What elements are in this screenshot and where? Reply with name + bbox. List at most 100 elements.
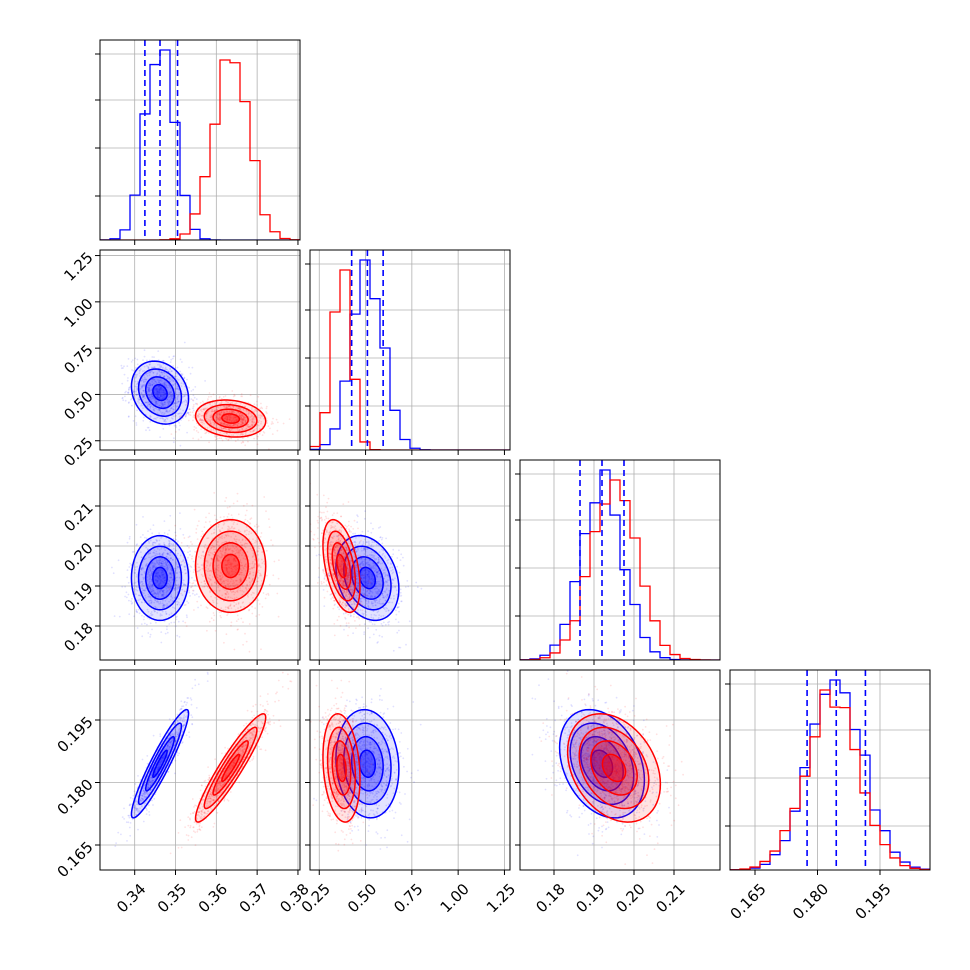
scatter-point bbox=[156, 390, 159, 393]
scatter-point bbox=[179, 604, 181, 606]
scatter-point bbox=[171, 558, 174, 561]
scatter-point bbox=[244, 416, 246, 419]
scatter-point bbox=[153, 409, 155, 412]
scatter-point bbox=[209, 574, 211, 577]
scatter-point bbox=[223, 423, 226, 425]
scatter-point bbox=[223, 423, 226, 425]
scatter-point bbox=[151, 567, 154, 570]
scatter-point bbox=[325, 517, 328, 520]
scatter-point bbox=[150, 602, 153, 604]
scatter-point bbox=[214, 571, 217, 574]
scatter-point bbox=[226, 406, 228, 409]
scatter-point bbox=[151, 584, 154, 586]
scatter-point bbox=[238, 581, 241, 584]
scatter-point bbox=[204, 407, 206, 410]
scatter-point bbox=[229, 603, 232, 606]
scatter-point bbox=[144, 401, 147, 404]
scatter-point bbox=[208, 520, 211, 523]
scatter-point bbox=[152, 566, 154, 569]
scatter-point bbox=[135, 375, 138, 378]
scatter-point bbox=[160, 405, 163, 408]
scatter-point bbox=[251, 414, 254, 417]
scatter-point bbox=[226, 564, 229, 567]
scatter-point bbox=[227, 574, 230, 576]
scatter-point bbox=[174, 402, 177, 405]
scatter-point bbox=[196, 402, 198, 405]
scatter-point bbox=[225, 592, 227, 595]
scatter-point bbox=[147, 572, 149, 575]
scatter-point bbox=[211, 576, 214, 578]
scatter-point bbox=[143, 416, 145, 419]
scatter-point bbox=[247, 426, 250, 428]
scatter-point bbox=[147, 610, 150, 613]
scatter-point bbox=[227, 559, 230, 562]
scatter-point bbox=[144, 594, 147, 597]
scatter-point bbox=[266, 422, 269, 424]
scatter-point bbox=[364, 510, 366, 512]
scatter-point bbox=[136, 358, 139, 361]
scatter-point bbox=[160, 589, 163, 591]
scatter-point bbox=[140, 580, 143, 583]
scatter-point bbox=[218, 415, 221, 418]
scatter-point bbox=[395, 609, 397, 612]
scatter-point bbox=[226, 546, 229, 549]
scatter-point bbox=[221, 439, 224, 442]
scatter-point bbox=[230, 437, 233, 440]
scatter-point bbox=[133, 585, 136, 587]
scatter-point bbox=[136, 363, 139, 366]
scatter-point bbox=[157, 391, 160, 394]
scatter-point bbox=[162, 606, 165, 608]
scatter-point bbox=[181, 373, 184, 376]
scatter-point bbox=[134, 380, 137, 383]
scatter-point bbox=[161, 398, 163, 400]
scatter-point bbox=[157, 396, 160, 399]
scatter-point bbox=[169, 599, 172, 601]
scatter-point bbox=[239, 418, 242, 421]
scatter-point bbox=[158, 584, 160, 587]
scatter-point bbox=[231, 597, 234, 600]
scatter-point bbox=[224, 417, 226, 420]
scatter-point bbox=[153, 564, 156, 566]
scatter-point bbox=[251, 425, 253, 427]
scatter-point bbox=[152, 408, 155, 411]
scatter-point bbox=[155, 621, 157, 624]
scatter-point bbox=[245, 427, 248, 430]
scatter-point bbox=[247, 415, 250, 418]
scatter-point bbox=[149, 588, 152, 591]
scatter-point bbox=[228, 566, 231, 569]
scatter-point bbox=[218, 427, 221, 430]
scatter-point bbox=[241, 437, 244, 440]
scatter-point bbox=[320, 581, 323, 583]
scatter-point bbox=[150, 611, 153, 613]
scatter-point bbox=[148, 552, 151, 555]
scatter-point bbox=[161, 610, 164, 613]
scatter-point bbox=[244, 444, 247, 447]
scatter-point bbox=[148, 429, 151, 432]
scatter-point bbox=[136, 574, 138, 576]
scatter-point bbox=[392, 548, 395, 551]
scatter-point bbox=[193, 569, 196, 571]
scatter-point bbox=[264, 597, 267, 600]
scatter-point bbox=[240, 414, 243, 417]
scatter-point bbox=[244, 632, 246, 635]
scatter-point bbox=[169, 398, 172, 400]
scatter-point bbox=[151, 613, 154, 616]
scatter-point bbox=[158, 381, 160, 384]
scatter-point bbox=[242, 621, 244, 624]
scatter-point bbox=[255, 427, 258, 430]
scatter-point bbox=[211, 558, 214, 560]
scatter-point bbox=[167, 553, 170, 555]
scatter-point bbox=[262, 430, 265, 433]
scatter-point bbox=[152, 397, 155, 400]
scatter-point bbox=[153, 541, 156, 544]
scatter-point bbox=[241, 584, 244, 587]
scatter-point bbox=[234, 415, 237, 418]
scatter-point bbox=[209, 579, 212, 582]
scatter-point bbox=[337, 606, 339, 609]
scatter-point bbox=[158, 396, 160, 399]
scatter-point bbox=[164, 392, 167, 394]
density-contour bbox=[221, 413, 241, 424]
scatter-point bbox=[163, 394, 166, 396]
scatter-point bbox=[200, 408, 203, 411]
